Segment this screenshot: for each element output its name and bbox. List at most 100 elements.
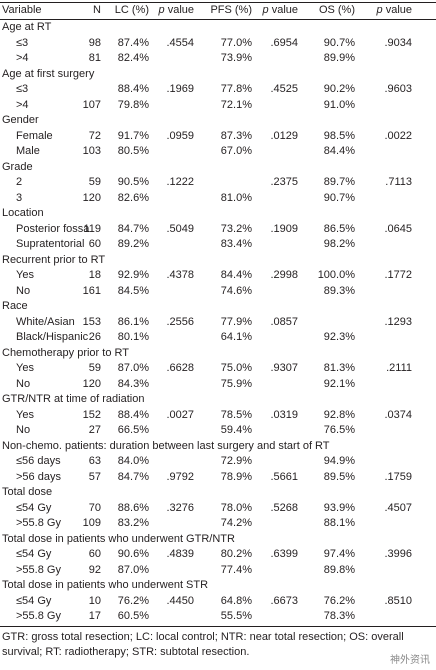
- cell-value: 88.1%: [323, 517, 355, 529]
- cell-value: 84.7%: [117, 222, 149, 235]
- cell-value: 59: [88, 176, 101, 188]
- cell-value: 82.6%: [117, 191, 149, 204]
- cell-value: 82.4%: [117, 52, 149, 64]
- cell-value: 86.5%: [323, 222, 355, 235]
- cell-value: 83.2%: [117, 517, 149, 529]
- cell-value: 64.1%: [220, 331, 252, 343]
- cell-value: 89.9%: [323, 52, 355, 64]
- cell-value: 152: [82, 408, 101, 421]
- cell-value: 57: [88, 470, 101, 483]
- cell-value: .0129: [270, 129, 298, 142]
- cell-value: .0959: [166, 129, 194, 142]
- cell-value: .2375: [270, 176, 298, 188]
- cell-value: .1759: [384, 470, 412, 483]
- cell-value: .4450: [166, 594, 194, 607]
- row-label: Black/Hispanic: [16, 331, 89, 343]
- row-label: ≤56 days: [16, 455, 61, 467]
- column-header: p value: [262, 4, 298, 16]
- cell-value: 87.0%: [117, 362, 149, 374]
- cell-value: 77.9%: [220, 315, 252, 328]
- cell-value: 75.0%: [220, 362, 252, 374]
- row-label: ≤54 Gy: [16, 501, 52, 514]
- cell-value: .1772: [384, 269, 412, 281]
- row-label: Posterior fossa: [16, 222, 90, 235]
- cell-value: 81.0%: [220, 191, 252, 204]
- cell-value: 88.6%: [117, 501, 149, 514]
- cell-value: 72.1%: [220, 98, 252, 111]
- row-label: 2: [16, 176, 23, 188]
- cell-value: 119: [83, 222, 101, 235]
- row-label: No: [16, 377, 31, 390]
- row-label: Female: [16, 129, 53, 142]
- cell-value: .7113: [385, 176, 412, 188]
- cell-value: 80.2%: [220, 548, 252, 560]
- cell-value: 88.4%: [117, 408, 149, 421]
- cell-value: 92.1%: [323, 377, 355, 390]
- cell-value: 64.8%: [220, 594, 252, 607]
- cell-value: 98: [88, 36, 101, 49]
- cell-value: .1969: [166, 83, 194, 95]
- cell-value: .9603: [384, 83, 412, 95]
- cell-value: .6673: [270, 594, 298, 607]
- cell-value: 73.9%: [220, 52, 252, 64]
- cell-value: 98.2%: [323, 238, 355, 250]
- cell-value: .0319: [270, 408, 298, 421]
- cell-value: .5268: [270, 501, 298, 514]
- cell-value: 59.4%: [220, 424, 252, 436]
- cell-value: 18: [88, 269, 101, 281]
- cell-value: 89.2%: [117, 238, 149, 250]
- cell-value: 84.3%: [117, 377, 149, 390]
- column-header: p value: [376, 4, 412, 16]
- cell-value: 66.5%: [117, 424, 149, 436]
- cell-value: .0374: [384, 408, 412, 421]
- column-header: Variable: [2, 4, 42, 16]
- cell-value: 90.2%: [323, 83, 355, 95]
- cell-value: .9307: [270, 362, 298, 374]
- cell-value: .0857: [270, 315, 298, 328]
- cell-value: 80.1%: [117, 331, 149, 343]
- cell-value: 90.6%: [117, 548, 149, 560]
- row-label: ≤3: [16, 36, 29, 49]
- cell-value: .4839: [166, 548, 194, 560]
- cell-value: .1222: [166, 176, 194, 188]
- row-label: >55.8 Gy: [16, 517, 61, 529]
- cell-value: 84.5%: [117, 284, 149, 297]
- cell-value: .0027: [166, 408, 194, 421]
- cell-value: 60.5%: [117, 610, 149, 622]
- watermark: 神外资讯: [390, 655, 430, 666]
- cell-value: .0645: [384, 222, 412, 235]
- cell-value: 107: [82, 98, 101, 111]
- cell-value: 74.6%: [220, 284, 252, 297]
- cell-value: 60: [88, 548, 101, 560]
- cell-value: 78.5%: [220, 408, 252, 421]
- cell-value: 74.2%: [220, 517, 252, 529]
- cell-value: 72: [88, 129, 101, 142]
- cell-value: 78.9%: [220, 470, 252, 483]
- cell-value: 84.4%: [323, 145, 355, 157]
- row-label: >56 days: [16, 470, 61, 483]
- cell-value: 92.3%: [323, 331, 355, 343]
- cell-value: 83.4%: [220, 238, 252, 250]
- row-label: >4: [16, 52, 29, 64]
- cell-value: .5049: [166, 222, 194, 235]
- cell-value: .4507: [384, 501, 412, 514]
- cell-value: .2998: [270, 269, 298, 281]
- cell-value: .2556: [166, 315, 194, 328]
- cell-value: 120: [82, 191, 101, 204]
- section-title: Total dose in patients who underwent GTR…: [2, 532, 235, 545]
- cell-value: .6954: [270, 36, 298, 49]
- cell-value: 63: [88, 455, 101, 467]
- cell-value: 97.4%: [323, 548, 355, 560]
- row-label: Yes: [16, 269, 34, 281]
- cell-value: .3996: [384, 548, 412, 560]
- row-label: Male: [16, 145, 40, 157]
- cell-value: 93.9%: [323, 501, 355, 514]
- cell-value: 72.9%: [220, 455, 252, 467]
- cell-value: 84.7%: [117, 470, 149, 483]
- cell-value: 86.1%: [117, 315, 149, 328]
- cell-value: 92: [88, 563, 101, 576]
- cell-value: 27: [88, 424, 101, 436]
- cell-value: .2111: [386, 362, 412, 374]
- cell-value: .9792: [166, 470, 194, 483]
- row-label: No: [16, 284, 31, 297]
